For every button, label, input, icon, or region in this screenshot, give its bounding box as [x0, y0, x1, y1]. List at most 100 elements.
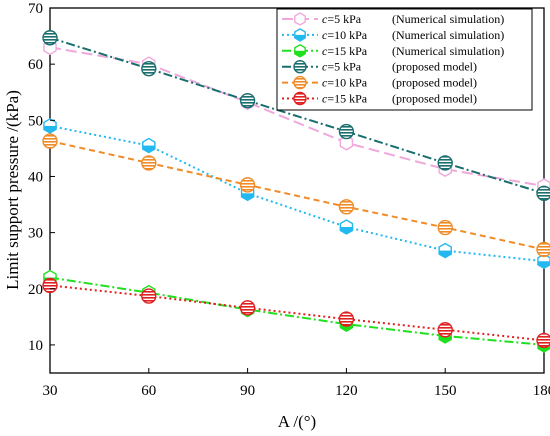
legend-item-5: c=10 kPa (proposed model)	[282, 76, 477, 90]
data-point	[339, 219, 354, 235]
legend-item-4: c=5 kPa (proposed model)	[282, 60, 477, 74]
data-point	[142, 137, 156, 154]
x-tick-label: 90	[240, 383, 255, 399]
data-point	[338, 123, 355, 140]
x-tick-label: 30	[43, 383, 58, 399]
x-axis-title: A /(°)	[278, 412, 316, 431]
data-point	[339, 134, 354, 151]
legend-item-1: c=5 kPa (Numerical simulation)	[282, 12, 504, 26]
y-tick-label: 30	[28, 226, 43, 242]
series-line	[49, 124, 545, 263]
data-point	[141, 60, 157, 77]
marker-outline	[294, 43, 306, 58]
series-4	[42, 30, 550, 202]
legend-label-variable: c	[322, 92, 328, 106]
x-tick-label: 150	[434, 383, 457, 399]
marker-fill	[340, 227, 353, 234]
x-tick-label: 180	[533, 383, 550, 399]
data-point	[536, 241, 550, 258]
legend-marker	[294, 43, 306, 58]
legend-label-value: =5 kPa	[327, 60, 361, 74]
data-point	[239, 300, 256, 316]
legend-marker	[294, 12, 306, 26]
marker-outline	[294, 28, 306, 42]
legend-item-2: c=10 kPa (Numerical simulation)	[282, 28, 504, 42]
legend-label-source: (proposed model)	[392, 76, 477, 90]
legend-label: c=10 kPa (proposed model)	[322, 76, 477, 90]
legend-label-variable: c	[322, 60, 328, 74]
y-tick-label: 60	[28, 57, 43, 73]
legend-label-value: =5 kPa	[327, 12, 361, 26]
legend-label-variable: c	[322, 12, 328, 26]
legend-label-value: =10 kPa	[327, 76, 367, 90]
marker-outline	[142, 137, 156, 154]
marker-fill	[294, 50, 306, 57]
legend-box	[276, 8, 533, 111]
legend-marker	[294, 28, 306, 42]
series-line	[49, 140, 545, 251]
marker-outline	[438, 242, 452, 259]
series-line	[49, 46, 545, 187]
y-tick-label: 10	[28, 338, 43, 354]
data-point	[141, 288, 157, 304]
legend-label-source: (proposed model)	[392, 92, 477, 106]
data-point	[239, 92, 256, 109]
marker-fill	[537, 344, 550, 352]
data-point	[43, 118, 57, 134]
legend-label-variable: c	[322, 28, 328, 42]
series-5	[42, 133, 550, 258]
series-6	[42, 277, 550, 349]
data-point	[536, 332, 550, 349]
data-point	[141, 155, 157, 171]
data-point	[437, 219, 453, 236]
data-point	[438, 242, 452, 259]
series-2	[43, 118, 550, 270]
ticks-layer: 30 60 90 120 150 180 10 20 30 40 50 60 70	[28, 1, 550, 399]
marker-fill	[340, 324, 353, 332]
legend-label: c=15 kPa (proposed model)	[322, 92, 477, 106]
data-point	[42, 277, 58, 294]
legend-label-value: =10 kPa	[327, 28, 367, 42]
data-point	[537, 253, 550, 270]
marker-outline	[43, 118, 57, 134]
series-3	[43, 269, 550, 353]
data-point	[42, 133, 58, 149]
legend-label-value: =15 kPa	[327, 44, 367, 58]
marker-fill	[241, 193, 254, 201]
marker-outline	[537, 253, 550, 270]
legend-marker	[293, 91, 307, 106]
data-point	[536, 185, 550, 202]
data-point	[239, 177, 256, 193]
marker-outline	[339, 219, 354, 235]
legend-label-variable: c	[322, 44, 328, 58]
legend: c=5 kPa (Numerical simulation)c=10 kPa (Nu…	[276, 8, 533, 111]
x-tick-label: 120	[335, 383, 358, 399]
series-layer	[42, 30, 550, 353]
marker-fill	[142, 145, 155, 153]
marker-outline	[240, 185, 255, 202]
legend-label-value: =15 kPa	[327, 92, 367, 106]
marker-fill	[439, 335, 452, 343]
legend-item-3: c=15 kPa (Numerical simulation)	[282, 44, 504, 58]
data-point	[437, 155, 453, 171]
data-point	[437, 322, 453, 338]
x-tick-label: 60	[141, 383, 156, 399]
legend-marker	[293, 75, 307, 90]
legend-label: c=5 kPa (Numerical simulation)	[322, 12, 504, 26]
y-tick-label: 40	[28, 169, 43, 185]
series-line	[49, 276, 545, 346]
legend-item-6: c=15 kPa (proposed model)	[282, 92, 477, 106]
legend-label-source: (Numerical simulation)	[392, 44, 504, 58]
legend-marker	[293, 59, 307, 74]
y-tick-label: 70	[28, 1, 43, 17]
y-tick-label: 50	[28, 113, 43, 129]
y-tick-label: 20	[28, 282, 43, 298]
data-point	[42, 30, 58, 46]
legend-label-variable: c	[322, 76, 328, 90]
marker-fill	[439, 250, 452, 258]
series-line	[49, 36, 545, 195]
legend-label: c=15 kPa (Numerical simulation)	[322, 44, 504, 58]
series-line	[49, 284, 545, 342]
marker-fill	[537, 261, 550, 269]
